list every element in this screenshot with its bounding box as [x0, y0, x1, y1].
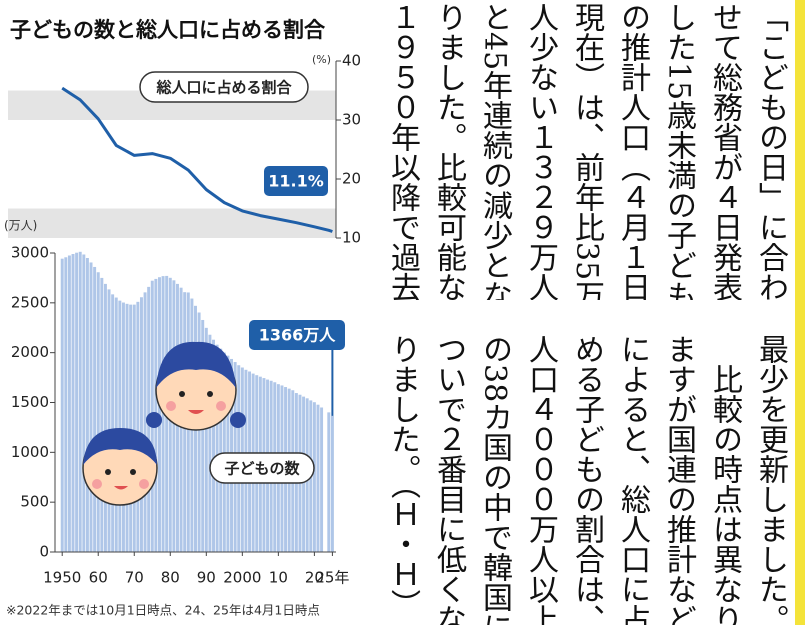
- bar: [133, 305, 136, 552]
- article-line: と45年連続の減少とな: [471, 2, 517, 300]
- bar: [104, 284, 107, 552]
- x-tick-label: 70: [125, 569, 144, 587]
- article-block: 「こどもの日」に合わせて総務省が４日発表した15歳未満の子どもの推計人口（４月１…: [379, 2, 793, 300]
- article-line: した15歳未満の子ども: [655, 2, 701, 300]
- y-tick-label: 1500: [11, 393, 49, 411]
- article-line: ますが国連の推計など: [655, 334, 701, 625]
- chart-note: ※2022年までは10月1日時点、24、25年は4月1日時点: [6, 603, 320, 618]
- article-line: の推計人口（４月１日: [609, 2, 655, 300]
- article-line: 人少ない１３２９万人: [517, 2, 563, 300]
- bar: [111, 294, 114, 552]
- bar: [97, 272, 100, 552]
- band: [8, 209, 336, 239]
- x-tick-label: 1950: [43, 569, 81, 587]
- bar: [136, 302, 139, 552]
- x-tick-label: 80: [161, 569, 180, 587]
- article-line: 比較の時点は異なり: [701, 334, 747, 625]
- bar: [118, 301, 121, 552]
- y-tick-label: 1000: [11, 443, 49, 461]
- bar: [68, 255, 71, 552]
- bar: [317, 405, 320, 552]
- bar: [64, 257, 67, 552]
- end-label: 11.1%: [268, 172, 324, 191]
- y-tick-label: 30: [342, 111, 361, 129]
- article-line: の38カ国の中で韓国に: [471, 334, 517, 625]
- y-tick-label: 2000: [11, 343, 49, 361]
- bar: [320, 407, 323, 552]
- article-line: 現在）は、前年比35万: [563, 2, 609, 300]
- page: 子どもの数と総人口に占める割合 ※2022年までは10月1日時点、24、25年は…: [0, 0, 805, 625]
- bar: [108, 289, 111, 552]
- bar: [100, 278, 103, 552]
- bar: [61, 259, 64, 552]
- unit-label: (万人): [4, 219, 37, 233]
- y-tick-label: 2500: [11, 293, 49, 311]
- article-line: りました。（Ｈ・Ｈ）: [379, 334, 425, 625]
- bar: [129, 305, 132, 552]
- article-line: によると、総人口に占: [609, 334, 655, 625]
- bar: [115, 298, 118, 552]
- bar: [144, 292, 147, 552]
- unit-label: (%): [312, 53, 331, 66]
- bar: [327, 412, 330, 552]
- x-tick-label: 10: [269, 569, 288, 587]
- article-block: 最少を更新しました。 比較の時点は異なりますが国連の推計などによると、総人口に占…: [379, 334, 793, 625]
- chart: 子どもの数と総人口に占める割合 ※2022年までは10月1日時点、24、25年は…: [0, 0, 372, 625]
- x-tick-label: 90: [197, 569, 216, 587]
- bar: [90, 262, 93, 552]
- bar: [331, 416, 334, 552]
- x-tick-label: 2000: [223, 569, 261, 587]
- article-line: める子どもの割合は、: [563, 334, 609, 625]
- bar: [126, 304, 129, 552]
- article-line: 最少を更新しました。: [747, 334, 793, 625]
- series-label: 総人口に占める割合: [155, 79, 292, 97]
- y-tick-label: 3000: [11, 244, 49, 262]
- bar: [72, 254, 75, 552]
- article-line: ついで２番目に低くな: [425, 334, 471, 625]
- bar: [140, 297, 143, 552]
- y-tick-label: 10: [342, 229, 361, 247]
- y-tick-label: 20: [342, 170, 361, 188]
- bar: [86, 258, 89, 552]
- article-line: 人口４０００万人以上: [517, 334, 563, 625]
- series-label: 子どもの数: [224, 460, 300, 478]
- x-tick-label: 60: [89, 569, 108, 587]
- edge-strip: [795, 0, 805, 625]
- y-tick-label: 40: [342, 52, 361, 70]
- bar: [313, 402, 316, 552]
- article-line: １９５０年以降で過去: [379, 2, 425, 300]
- x-tick-label: 25年: [315, 569, 349, 587]
- bar: [79, 252, 82, 552]
- bar: [93, 267, 96, 552]
- y-tick-label: 500: [20, 493, 49, 511]
- end-label: 1366万人: [259, 326, 337, 345]
- article-line: 「こどもの日」に合わ: [747, 2, 793, 300]
- bar: [75, 253, 78, 552]
- y-tick-label: 0: [39, 543, 49, 561]
- bar: [122, 303, 125, 552]
- chart-title: 子どもの数と総人口に占める割合: [10, 18, 326, 42]
- bar: [82, 254, 85, 552]
- article-line: りました。比較可能な: [425, 2, 471, 300]
- article-line: せて総務省が４日発表: [701, 2, 747, 300]
